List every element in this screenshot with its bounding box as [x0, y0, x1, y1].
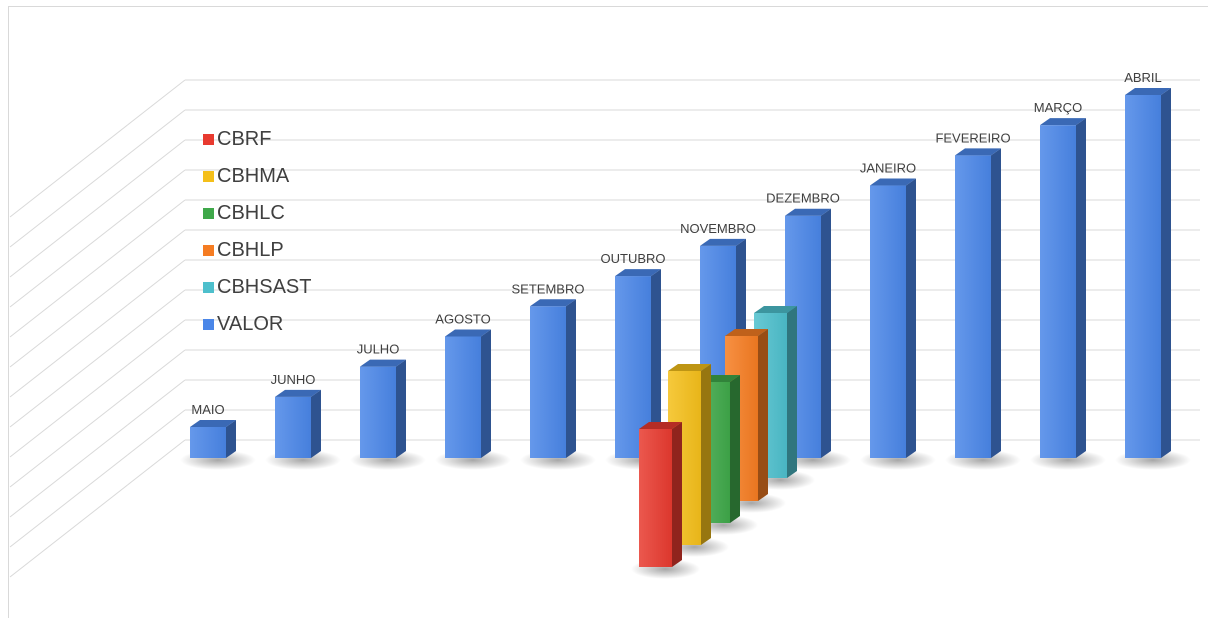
category-label: JULHO: [357, 342, 400, 357]
legend-swatch: [203, 245, 214, 256]
bar-2-top: [275, 389, 321, 397]
gridlines: [9, 79, 1200, 578]
bar-11-side: [1076, 118, 1086, 458]
legend-swatch: [203, 208, 214, 219]
gridline-depth: [9, 289, 186, 428]
bar-4-top: [445, 329, 491, 337]
bar-6-top: [615, 269, 661, 277]
category-label: AGOSTO: [435, 311, 490, 326]
bar-10-top: [955, 148, 1001, 156]
bar-5-front: [530, 306, 566, 458]
legend-swatch: [203, 134, 214, 145]
legend-swatch: [203, 171, 214, 182]
gridline-depth: [9, 259, 186, 398]
legend-item: VALOR: [217, 313, 283, 335]
bar-11: [1040, 118, 1086, 458]
bar-1-front: [190, 427, 226, 458]
legend-item: CBHLC: [217, 202, 285, 224]
category-label: MARÇO: [1034, 100, 1082, 115]
gridline-depth: [9, 199, 186, 338]
bar-4-front: [445, 336, 481, 458]
bar-3: [360, 359, 406, 458]
bar-cbhlp-top: [725, 329, 768, 336]
bar-9-side: [906, 178, 916, 458]
legend-swatch: [203, 282, 214, 293]
bars: [190, 88, 1171, 567]
gridline-depth: [9, 229, 186, 368]
bar-cbrf: [639, 422, 682, 567]
bar-6-side: [651, 269, 661, 458]
bar-11-front: [1040, 125, 1076, 458]
chart-frame: [8, 6, 1208, 618]
category-label: JUNHO: [271, 372, 316, 387]
bar-1-top: [190, 420, 236, 427]
bar-5: [530, 299, 576, 458]
category-label: NOVEMBRO: [680, 221, 756, 236]
legend-item: CBHMA: [217, 165, 290, 187]
gridline-depth: [9, 109, 186, 248]
bar-cbhlp-side: [758, 329, 768, 501]
bar-4: [445, 329, 491, 458]
category-label: MAIO: [191, 402, 224, 417]
bar-12: [1125, 88, 1171, 458]
category-label: OUTUBRO: [601, 251, 666, 266]
bar-3-side: [396, 359, 406, 458]
bar-9: [870, 178, 916, 458]
bar-cbhsast-top: [754, 306, 797, 313]
gridline-depth: [9, 439, 186, 578]
legend-swatch: [203, 319, 214, 330]
bar-10: [955, 148, 1001, 458]
bar-5-side: [566, 299, 576, 458]
bar-3-front: [360, 366, 396, 458]
bar-cbrf-front: [639, 429, 672, 567]
gridline-depth: [9, 409, 186, 548]
bar-cbhma-side: [701, 364, 711, 545]
bar-cbhlc-side: [730, 375, 740, 523]
category-label: FEVEREIRO: [935, 130, 1010, 145]
bar-2-side: [311, 389, 321, 458]
bar-1: [190, 420, 236, 458]
gridline-depth: [9, 139, 186, 278]
bar-2-front: [275, 396, 311, 458]
bar-7-top: [700, 238, 746, 246]
legend-item: CBHLP: [217, 239, 284, 261]
bar-2: [275, 389, 321, 458]
bar-12-top: [1125, 88, 1171, 95]
category-label: ABRIL: [1124, 70, 1162, 85]
category-label: JANEIRO: [860, 161, 916, 176]
category-label: DEZEMBRO: [766, 191, 840, 206]
legend-item: CBHSAST: [217, 276, 311, 298]
bar-10-side: [991, 148, 1001, 458]
gridline-depth: [9, 379, 186, 518]
bar-11-top: [1040, 118, 1086, 126]
bar-12-side: [1161, 88, 1171, 458]
bar-5-top: [530, 299, 576, 307]
bar-1-side: [226, 420, 236, 458]
bar-12-front: [1125, 95, 1161, 458]
gridline-depth: [9, 79, 186, 218]
category-labels: MAIO JUNHO JULHO AGOSTO SETEMBRO OUTUBRO NOVEM…: [191, 70, 1161, 417]
bar-cbhma-top: [668, 364, 711, 371]
bar-cbrf-top: [639, 422, 682, 429]
bar-9-top: [870, 178, 916, 186]
gridline-depth: [9, 349, 186, 488]
bar-4-side: [481, 329, 491, 458]
bar-3-top: [360, 359, 406, 367]
bar-9-front: [870, 185, 906, 458]
bar-cbhsast-side: [787, 306, 797, 478]
category-label: SETEMBRO: [512, 281, 585, 296]
gridline-depth: [9, 319, 186, 458]
legend: CBRF CBHMA CBHLC CBHLP CBHSAST VALOR: [203, 128, 311, 335]
bar-8-top: [785, 208, 831, 216]
gridline-depth: [9, 169, 186, 308]
bar-10-front: [955, 155, 991, 458]
legend-item: CBRF: [217, 128, 271, 150]
bar-8-side: [821, 208, 831, 458]
bar-cbrf-side: [672, 422, 682, 567]
